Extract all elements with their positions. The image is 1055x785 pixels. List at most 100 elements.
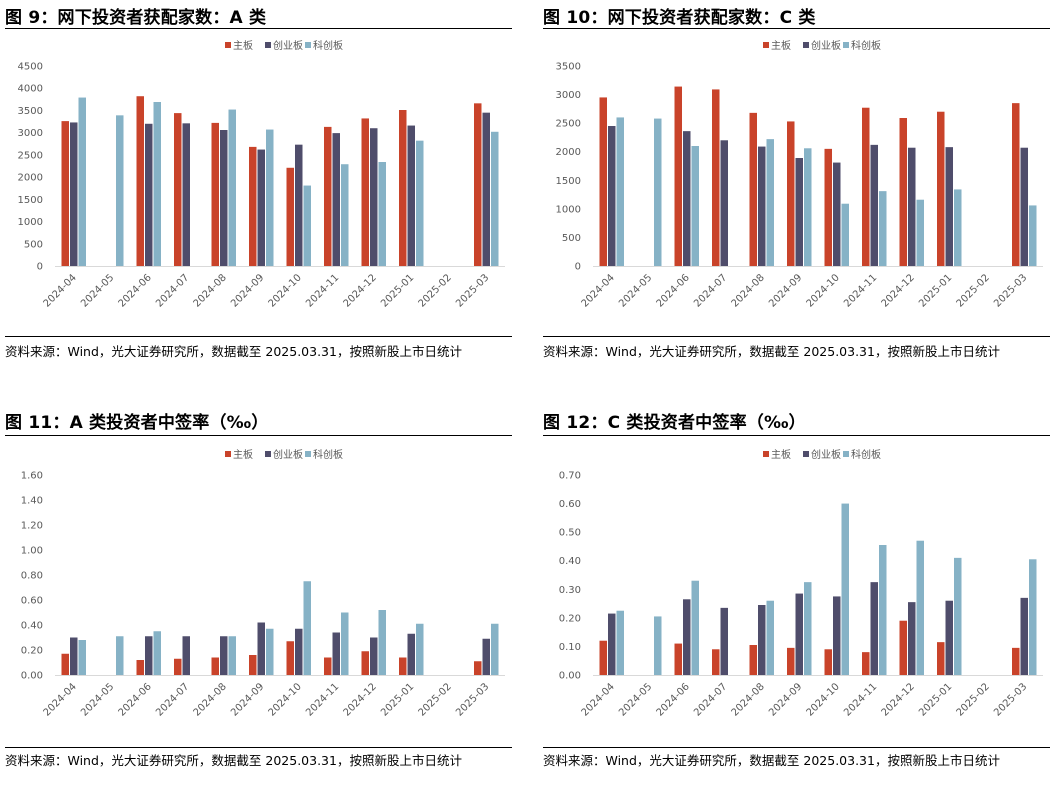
x-tick-label: 2025-02 bbox=[417, 681, 454, 718]
x-tick-label: 2025-02 bbox=[955, 272, 992, 309]
legend: 主板 创业板 科创板 bbox=[763, 39, 881, 52]
bar-star-market-2024-12 bbox=[378, 162, 386, 266]
legend-swatch-main-board bbox=[225, 451, 231, 457]
bar-chinext-2024-12 bbox=[908, 147, 916, 266]
bar-star-market-2024-11 bbox=[341, 612, 349, 675]
chart-title: 图 9：网下投资者获配家数：A 类 bbox=[5, 8, 267, 28]
bar-chinext-2024-11 bbox=[332, 632, 340, 675]
bar-main-board-2025-01 bbox=[399, 110, 407, 266]
legend-label-star-market: 科创板 bbox=[851, 39, 881, 52]
bar-main-board-2024-10 bbox=[286, 167, 294, 266]
x-tick-label: 2024-11 bbox=[842, 272, 879, 309]
x-tick-label: 2024-07 bbox=[154, 272, 191, 309]
x-tick-label: 2024-12 bbox=[880, 272, 917, 309]
legend-label-star-market: 科创板 bbox=[313, 448, 343, 461]
y-tick-label: 0 bbox=[37, 262, 43, 273]
x-tick-label: 2025-01 bbox=[379, 681, 416, 718]
source-note: 资料来源：Wind，光大证券研究所，数据截至 2025.03.31，按照新股上市… bbox=[5, 753, 462, 768]
x-tick-label: 2024-05 bbox=[617, 272, 654, 309]
y-tick-label: 3000 bbox=[556, 90, 581, 101]
bar-chinext-2024-10 bbox=[295, 144, 303, 266]
y-tick-label: 0.60 bbox=[559, 499, 581, 510]
bar-star-market-2024-10 bbox=[303, 185, 311, 266]
bar-star-market-2024-05 bbox=[116, 636, 124, 675]
y-tick-label: 0.30 bbox=[559, 585, 581, 596]
legend-swatch-chinext bbox=[803, 451, 809, 457]
y-tick-label: 0.80 bbox=[21, 571, 43, 582]
legend-label-star-market: 科创板 bbox=[851, 448, 881, 461]
x-tick-label: 2024-08 bbox=[192, 272, 229, 309]
chart-panel-c-count: 图 10：网下投资者获配家数：C 类 主板 创业板 科创板 0 500 1000 1500 2… bbox=[543, 0, 1053, 380]
legend-swatch-star-market bbox=[305, 451, 311, 457]
x-tick-label: 2024-04 bbox=[42, 272, 79, 309]
y-tick-label: 0 bbox=[575, 262, 581, 273]
x-tick-label: 2024-08 bbox=[730, 681, 767, 718]
y-tick-label: 0.10 bbox=[559, 642, 581, 653]
x-tick-label: 2024-12 bbox=[342, 272, 379, 309]
x-tick-label: 2024-11 bbox=[304, 681, 341, 718]
x-tick-label: 2025-03 bbox=[454, 681, 491, 718]
y-tick-label: 4000 bbox=[18, 84, 43, 95]
bar-main-board-2024-06 bbox=[674, 643, 682, 675]
bar-main-board-2025-01 bbox=[399, 657, 407, 675]
x-tick-label: 2024-05 bbox=[79, 272, 116, 309]
bar-star-market-2024-09 bbox=[804, 148, 812, 266]
source-note: 资料来源：Wind，光大证券研究所，数据截至 2025.03.31，按照新股上市… bbox=[543, 753, 1000, 768]
bar-star-market-2024-10 bbox=[303, 581, 311, 675]
x-tick-label: 2024-09 bbox=[767, 272, 804, 309]
bar-chinext-2024-11 bbox=[870, 582, 878, 675]
bar-chinext-2025-03 bbox=[482, 112, 490, 267]
chart-c-count: 主板 创业板 科创板 0 500 1000 1500 2000 2500 3000 3500 2024… bbox=[556, 39, 1043, 310]
x-tick-label: 2024-10 bbox=[805, 272, 842, 309]
bar-chinext-2024-09 bbox=[795, 593, 803, 675]
x-tick-label: 2024-05 bbox=[617, 681, 654, 718]
y-tick-label: 2000 bbox=[556, 147, 581, 158]
chart-panel-a-count: 图 9：网下投资者获配家数：A 类 主板 创业板 科创板 0 500 1000 1500 20… bbox=[5, 0, 515, 380]
bars bbox=[599, 86, 1037, 267]
y-tick-label: 0.20 bbox=[559, 613, 581, 624]
legend-swatch-chinext bbox=[265, 451, 271, 457]
bar-star-market-2024-04 bbox=[78, 97, 86, 266]
x-tick-label: 2024-07 bbox=[692, 272, 729, 309]
bar-chinext-2025-01 bbox=[945, 600, 953, 675]
legend-swatch-main-board bbox=[763, 42, 769, 48]
x-tick-label: 2024-06 bbox=[117, 272, 154, 309]
bar-chinext-2024-06 bbox=[683, 599, 691, 675]
bar-star-market-2025-03 bbox=[1029, 205, 1037, 266]
bar-main-board-2024-09 bbox=[787, 121, 795, 266]
chart-title: 图 12：C 类投资者中签率（‰） bbox=[543, 413, 806, 433]
y-tick-label: 0.40 bbox=[21, 621, 43, 632]
legend-swatch-star-market bbox=[843, 42, 849, 48]
bar-chinext-2024-10 bbox=[833, 596, 841, 675]
legend-swatch-chinext bbox=[265, 42, 271, 48]
bar-main-board-2024-09 bbox=[249, 655, 257, 675]
bar-chinext-2024-07 bbox=[182, 636, 190, 675]
bar-star-market-2024-09 bbox=[804, 582, 812, 675]
legend-swatch-main-board bbox=[763, 451, 769, 457]
chart-a-count: 主板 创业板 科创板 0 500 1000 1500 2000 2500 3000 3500 4000… bbox=[18, 39, 505, 310]
x-tick-label: 2024-06 bbox=[655, 681, 692, 718]
bar-chinext-2024-12 bbox=[370, 637, 378, 675]
x-tick-label: 2025-01 bbox=[379, 272, 416, 309]
bar-chinext-2024-06 bbox=[145, 636, 153, 675]
chart-panel-c-rate: 图 12：C 类投资者中签率（‰） 主板 创业板 科创板 0.00 0.10 0.20 0.… bbox=[543, 405, 1053, 785]
bar-star-market-2025-01 bbox=[416, 140, 424, 266]
bar-star-market-2024-04 bbox=[616, 117, 624, 266]
bar-main-board-2024-07 bbox=[174, 658, 182, 675]
bar-star-market-2024-10 bbox=[841, 203, 849, 266]
bar-star-market-2024-05 bbox=[654, 616, 662, 675]
y-axis: 0.00 0.10 0.20 0.30 0.40 0.50 0.60 0.70 bbox=[559, 471, 581, 682]
bar-main-board-2024-04 bbox=[599, 640, 607, 675]
legend-label-chinext: 创业板 bbox=[811, 39, 841, 52]
bar-chinext-2025-03 bbox=[1020, 597, 1028, 675]
bar-chinext-2024-08 bbox=[758, 605, 766, 675]
bar-star-market-2024-08 bbox=[228, 636, 236, 675]
bar-main-board-2025-01 bbox=[937, 111, 945, 266]
legend-label-star-market: 科创板 bbox=[313, 39, 343, 52]
bar-main-board-2024-12 bbox=[899, 620, 907, 675]
bar-main-board-2024-12 bbox=[361, 118, 369, 266]
bar-main-board-2024-11 bbox=[324, 126, 332, 266]
x-tick-label: 2024-10 bbox=[267, 272, 304, 309]
y-tick-label: 1500 bbox=[18, 195, 43, 206]
x-tick-label: 2025-02 bbox=[955, 681, 992, 718]
